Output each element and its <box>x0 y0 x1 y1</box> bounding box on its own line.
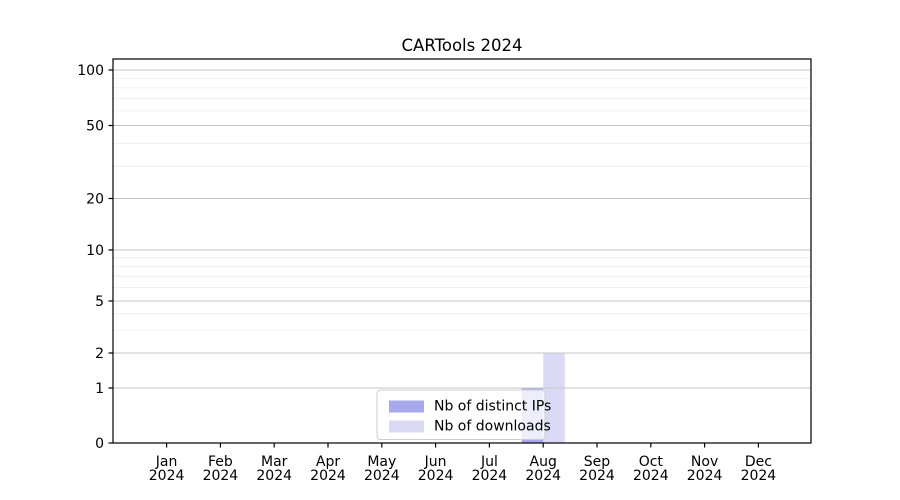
x-tick-label-year: 2024 <box>741 468 777 484</box>
x-tick-label-year: 2024 <box>256 468 292 484</box>
x-tick-label-year: 2024 <box>579 468 615 484</box>
y-tick-label: 5 <box>95 294 104 310</box>
chart-title: CARTools 2024 <box>402 36 523 55</box>
x-tick-label-month: Feb <box>208 454 233 470</box>
legend-swatch-distinct-ips <box>389 400 424 413</box>
x-tick-label-year: 2024 <box>364 468 400 484</box>
x-tick-label-year: 2024 <box>687 468 723 484</box>
minor-gridlines <box>113 78 811 331</box>
x-tick-label-month: Mar <box>261 454 288 470</box>
x-tick-label-year: 2024 <box>310 468 346 484</box>
x-tick-label-year: 2024 <box>633 468 669 484</box>
x-tick-label-month: Jul <box>480 454 498 470</box>
bar-downloads-aug <box>543 353 565 443</box>
x-tick-label-month: Nov <box>691 454 718 470</box>
x-axis: Jan2024Feb2024Mar2024Apr2024May2024Jun20… <box>149 443 777 484</box>
plot-frame <box>112 58 812 444</box>
x-tick-label-year: 2024 <box>149 468 185 484</box>
x-tick-label-month: Aug <box>530 454 557 470</box>
x-tick-label-month: Apr <box>316 454 340 470</box>
x-tick-label-year: 2024 <box>203 468 239 484</box>
y-tick-label: 100 <box>77 63 104 79</box>
x-tick-label-month: Dec <box>745 454 772 470</box>
x-tick-label-month: May <box>367 454 396 470</box>
y-axis: 0 1 2 5 10 20 50 100 <box>77 63 113 452</box>
y-tick-label: 10 <box>86 243 104 259</box>
x-tick-label-month: Jun <box>424 454 447 470</box>
legend: Nb of distinct IPs Nb of downloads <box>376 389 551 440</box>
x-tick-label-month: Oct <box>639 454 664 470</box>
y-tick-label: 20 <box>86 192 104 208</box>
x-tick-label-month: Jan <box>155 454 178 470</box>
x-tick-label-year: 2024 <box>472 468 508 484</box>
major-gridlines <box>113 69 811 389</box>
y-tick-label: 2 <box>95 346 104 362</box>
legend-swatch-downloads <box>389 420 424 433</box>
legend-label-distinct-ips: Nb of distinct IPs <box>434 399 551 415</box>
legend-label-downloads: Nb of downloads <box>434 419 551 435</box>
y-tick-label: 1 <box>95 381 104 397</box>
x-tick-label-year: 2024 <box>525 468 561 484</box>
y-tick-label: 50 <box>86 119 104 135</box>
y-tick-label: 0 <box>95 436 104 452</box>
x-tick-label-year: 2024 <box>418 468 454 484</box>
x-tick-label-month: Sep <box>584 454 611 470</box>
